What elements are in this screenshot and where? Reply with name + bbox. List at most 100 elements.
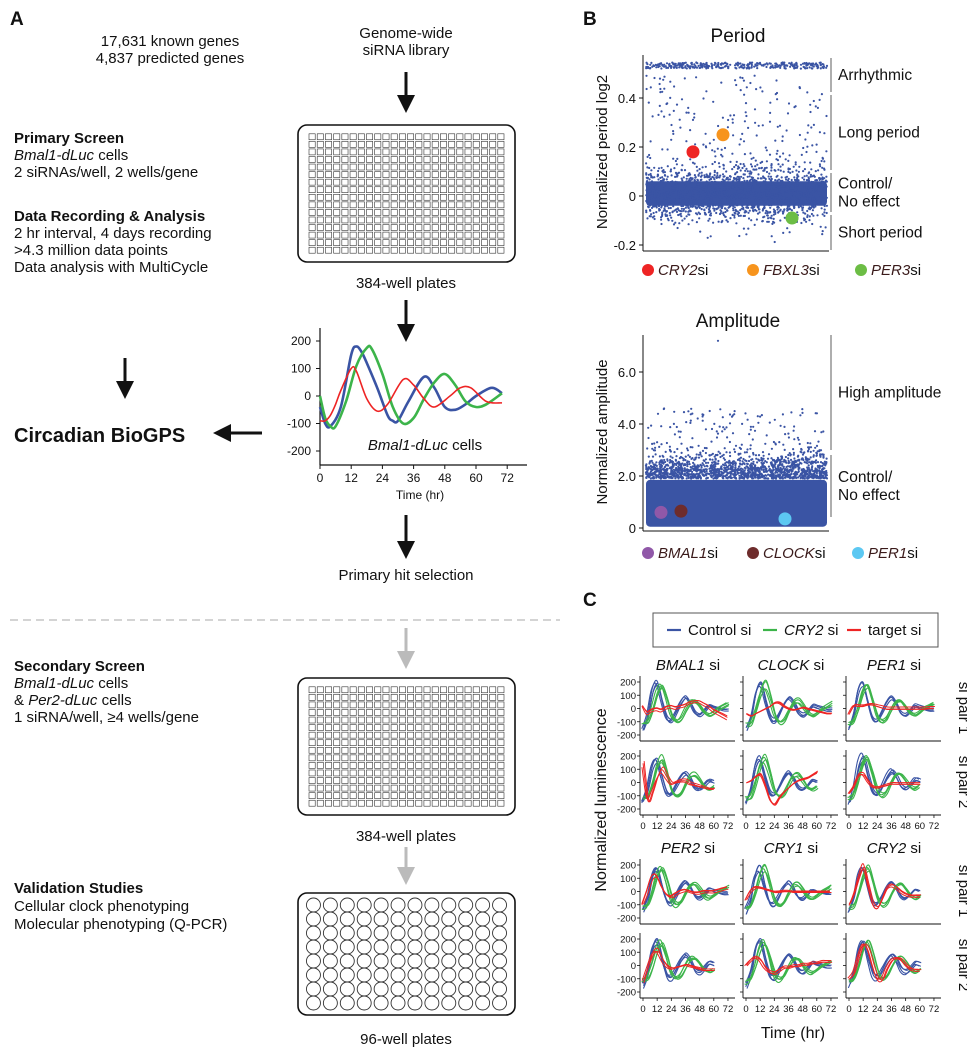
- well: [366, 792, 373, 799]
- well: [325, 709, 332, 716]
- scatter-point: [662, 201, 665, 204]
- scatter-point: [781, 210, 784, 213]
- scatter-point: [724, 210, 727, 214]
- scatter-point: [683, 187, 686, 190]
- scatter-point: [703, 174, 706, 177]
- well: [325, 799, 332, 807]
- scatter-point: [760, 456, 763, 460]
- well: [357, 148, 365, 156]
- scatter-point: [823, 182, 826, 185]
- scatter-point: [820, 173, 823, 176]
- scatter-point: [679, 200, 682, 203]
- well: [382, 686, 390, 694]
- scatter-point: [703, 446, 707, 450]
- well: [382, 148, 390, 156]
- well: [366, 133, 373, 141]
- scatter-point: [702, 143, 705, 146]
- well: [497, 799, 505, 807]
- well: [366, 171, 373, 178]
- scatter-point: [772, 217, 775, 220]
- scatter-point: [676, 447, 679, 451]
- well: [448, 724, 456, 731]
- scatter-point: [806, 189, 809, 193]
- well: [308, 133, 316, 141]
- scatter-point: [744, 198, 748, 201]
- scatter-point: [720, 180, 724, 183]
- scatter-point: [739, 214, 742, 217]
- well: [456, 769, 464, 777]
- well: [357, 754, 365, 762]
- scatter-point: [663, 115, 666, 118]
- well: [456, 133, 464, 141]
- scatter-point: [715, 191, 718, 194]
- scatter-point: [756, 163, 759, 166]
- scatter-point: [661, 474, 664, 477]
- scatter-point: [753, 204, 756, 207]
- trace-green: [745, 687, 831, 724]
- well: [341, 239, 349, 246]
- well: [407, 201, 415, 209]
- scatter-point: [692, 200, 695, 203]
- scatter-point: [712, 193, 715, 196]
- scatter-point: [746, 200, 749, 203]
- well: [382, 724, 390, 731]
- dense-point-cloud: [646, 479, 827, 527]
- well: [325, 156, 332, 163]
- scatter-point: [699, 451, 702, 454]
- scatter-point: [806, 459, 809, 462]
- scatter-point: [652, 476, 655, 479]
- scatter-point: [816, 64, 819, 67]
- well: [325, 739, 332, 746]
- scatter-point: [824, 464, 827, 467]
- scatter-point: [661, 63, 664, 66]
- scatter-point: [729, 454, 732, 458]
- scatter-point: [760, 166, 764, 169]
- well: [382, 709, 390, 716]
- well: [382, 746, 390, 754]
- scatter-point: [816, 469, 819, 472]
- scatter-point: [735, 183, 738, 187]
- scatter-point: [802, 65, 805, 68]
- well: [325, 224, 332, 231]
- scatter-point: [660, 218, 663, 221]
- scatter-point: [776, 194, 779, 197]
- scatter-point: [789, 454, 792, 457]
- well: [448, 769, 456, 777]
- scatter-point: [752, 453, 755, 456]
- well: [382, 246, 390, 254]
- well: [366, 769, 373, 777]
- scatter-point: [681, 66, 684, 70]
- highlight-per1: [778, 512, 792, 526]
- scatter-point: [741, 460, 744, 463]
- scatter-point: [790, 468, 793, 471]
- scatter-point: [669, 206, 672, 210]
- well: [415, 133, 423, 141]
- well: [308, 239, 316, 246]
- scatter-point: [665, 62, 669, 65]
- scatter-point: [744, 412, 747, 415]
- scatter-point: [710, 199, 713, 202]
- scatter-point: [732, 207, 735, 210]
- scatter-point: [691, 465, 694, 468]
- scatter-point: [722, 211, 725, 214]
- well: [349, 141, 357, 148]
- scatter-point: [663, 75, 666, 78]
- scatter-point: [753, 168, 756, 171]
- library-line1: Genome-wide: [359, 25, 452, 42]
- scatter-point: [694, 197, 697, 200]
- well: [424, 911, 440, 927]
- scatter-point: [793, 64, 796, 67]
- well: [489, 799, 497, 807]
- well: [481, 754, 488, 762]
- scatter-point: [674, 221, 677, 224]
- scatter-point: [795, 66, 799, 69]
- scatter-point: [683, 62, 686, 65]
- scatter-point: [696, 475, 699, 478]
- scatter-point: [734, 164, 738, 167]
- well: [431, 694, 439, 701]
- well: [423, 201, 431, 209]
- well: [390, 724, 398, 731]
- scatter-point: [761, 192, 764, 195]
